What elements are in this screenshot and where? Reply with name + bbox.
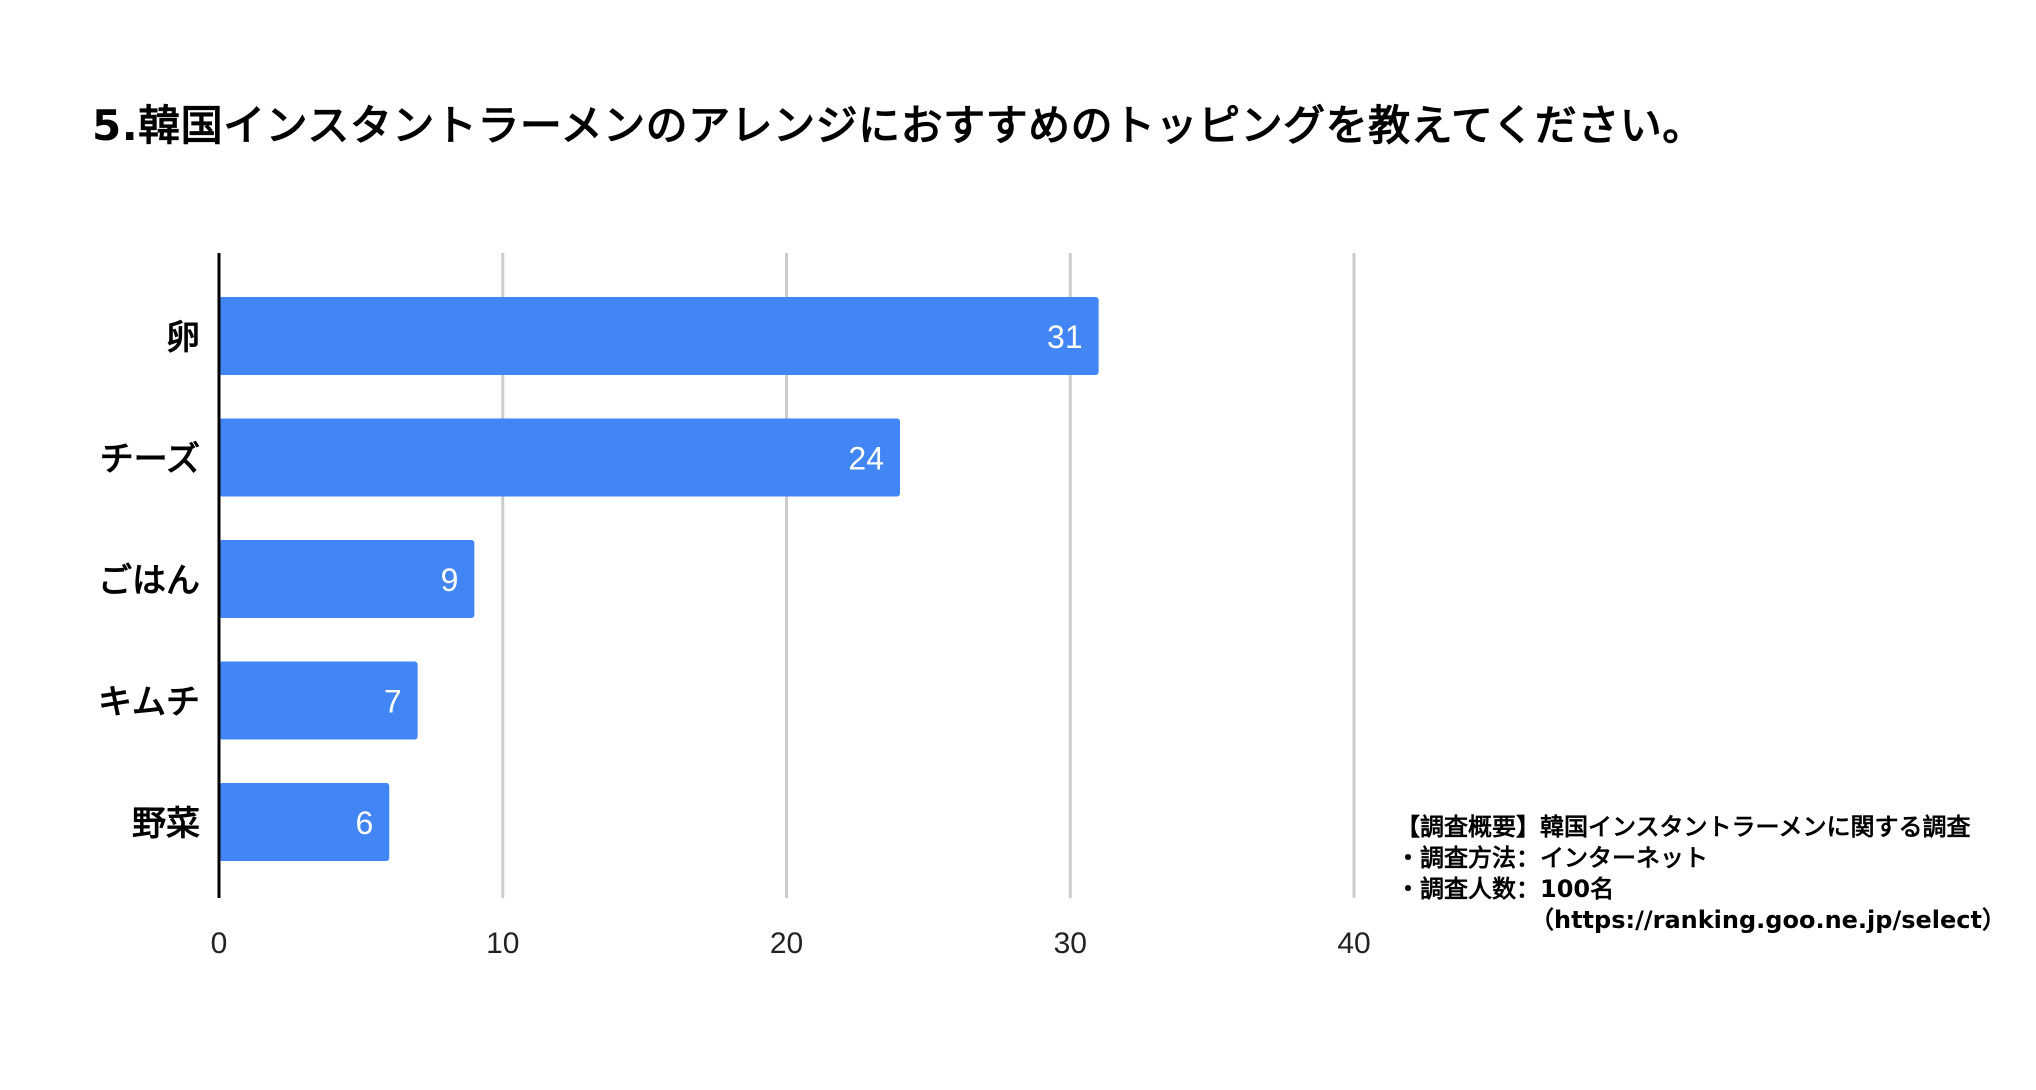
survey-note-method: ・調査方法：インターネット [1396,844,1708,872]
bar [219,783,390,861]
data-label: 6 [355,805,373,841]
survey-note-heading: 【調査概要】韓国インスタントラーメンに関する調査 [1396,813,1971,841]
category-label: 卵 [166,318,200,358]
category-label: 野菜 [132,804,200,844]
chart-title: 5.韓国インスタントラーメンのアレンジにおすすめのトッピングを教えてください。 [92,101,1705,150]
survey-note: 【調査概要】韓国インスタントラーメンに関する調査 ・調査方法：インターネット ・… [1396,812,2006,936]
x-tick-label: 10 [486,927,519,960]
bar [219,540,475,618]
survey-note-source: （https://ranking.goo.ne.jp/select） [1529,906,2006,934]
data-label: 24 [848,441,884,477]
x-tick-label: 0 [211,927,228,960]
bar [219,418,900,497]
data-label: 7 [384,684,402,720]
data-label: 9 [441,562,459,598]
x-tick-label: 40 [1337,927,1370,960]
category-label: キムチ [98,683,200,723]
bar [219,297,1099,375]
survey-note-respondents: ・調査人数：100名 [1396,875,1615,903]
x-tick-label: 20 [770,927,803,960]
data-label: 31 [1047,319,1083,355]
bar [219,661,418,740]
category-label: ごはん [98,561,200,601]
category-label: チーズ [100,440,200,480]
x-tick-label: 30 [1054,927,1087,960]
